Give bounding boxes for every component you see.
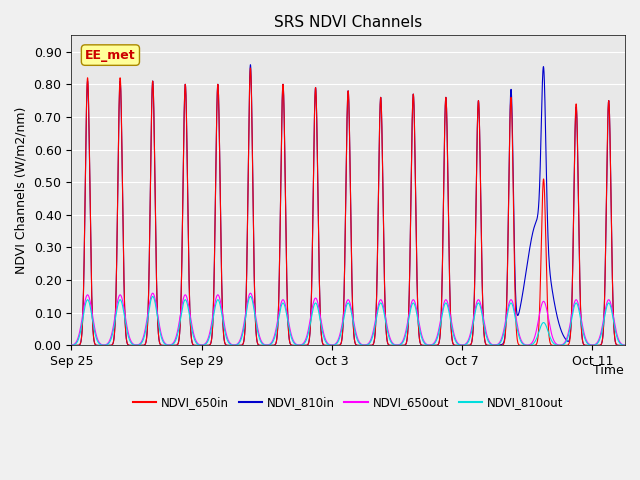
Title: SRS NDVI Channels: SRS NDVI Channels (274, 15, 422, 30)
Y-axis label: NDVI Channels (W/m2/nm): NDVI Channels (W/m2/nm) (15, 107, 28, 274)
Text: EE_met: EE_met (85, 48, 136, 61)
Legend: NDVI_650in, NDVI_810in, NDVI_650out, NDVI_810out: NDVI_650in, NDVI_810in, NDVI_650out, NDV… (128, 392, 568, 414)
X-axis label: Time: Time (593, 364, 624, 377)
